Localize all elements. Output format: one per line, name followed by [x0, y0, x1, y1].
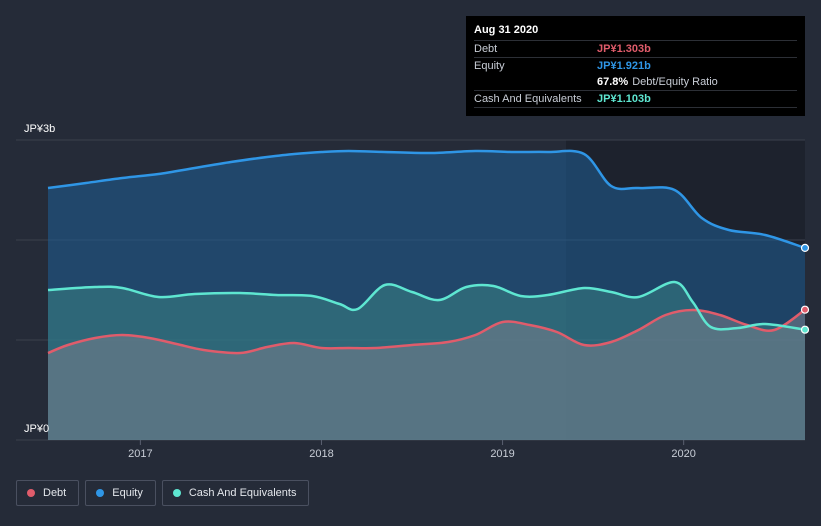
series-lines — [47, 149, 806, 355]
x-tick-label-1: 2018 — [309, 448, 333, 460]
equity-endpoint — [800, 243, 810, 252]
tooltip: Aug 31 2020 Debt JP¥1.303b Equity JP¥1.9… — [466, 16, 805, 116]
tooltip-debt-label: Debt — [474, 43, 498, 55]
tooltip-ratio-row: 67.8% Debt/Equity Ratio — [474, 74, 797, 90]
y-tick-label-top: JP¥3b — [24, 123, 55, 135]
tooltip-debt-row: Debt JP¥1.303b — [474, 40, 797, 57]
tooltip-cash-row: Cash And Equivalents JP¥1.103b — [474, 90, 797, 108]
x-tick-label-0: 2017 — [128, 448, 152, 460]
tooltip-ratio-value: 67.8% — [597, 76, 629, 88]
legend-item-cash[interactable]: Cash And Equivalents — [161, 480, 310, 506]
legend-cash-label: Cash And Equivalents — [188, 487, 297, 499]
x-tick-label-2: 2019 — [490, 448, 514, 460]
x-axis: 2017 2018 2019 2020 — [128, 440, 696, 460]
equity-dot-icon — [96, 489, 105, 497]
cash-and-equivalents-line — [47, 280, 806, 331]
tooltip-equity-label: Equity — [474, 60, 505, 72]
x-tick-label-3: 2020 — [671, 448, 695, 460]
tooltip-cash-value: JP¥1.103b — [597, 93, 651, 105]
tooltip-cash-label: Cash And Equivalents — [474, 93, 582, 105]
tooltip-date: Aug 31 2020 — [474, 24, 539, 36]
cash-and-equivalents-endpoint — [800, 325, 810, 334]
series-areas — [48, 150, 805, 440]
tooltip-debt-value: JP¥1.303b — [597, 43, 651, 55]
legend-debt-label: Debt — [43, 487, 67, 499]
legend-item-equity[interactable]: Equity — [85, 480, 156, 506]
legend-item-debt[interactable]: Debt — [16, 480, 80, 506]
tooltip-equity-row: Equity JP¥1.921b — [474, 57, 797, 74]
debt-endpoint — [800, 305, 810, 314]
cash-dot-icon — [172, 489, 181, 497]
legend-equity-label: Equity — [112, 487, 143, 499]
legend: Debt Equity Cash And Equivalents — [16, 480, 310, 506]
equity-line — [47, 149, 806, 250]
debt-dot-icon — [27, 489, 35, 497]
series-endpoints — [800, 243, 810, 334]
y-tick-label-bottom: JP¥0 — [24, 423, 49, 435]
tooltip-ratio-label: Debt/Equity Ratio — [632, 76, 718, 88]
debt-line — [47, 308, 806, 355]
debt-area — [48, 309, 805, 440]
tooltip-equity-value: JP¥1.921b — [597, 60, 651, 72]
